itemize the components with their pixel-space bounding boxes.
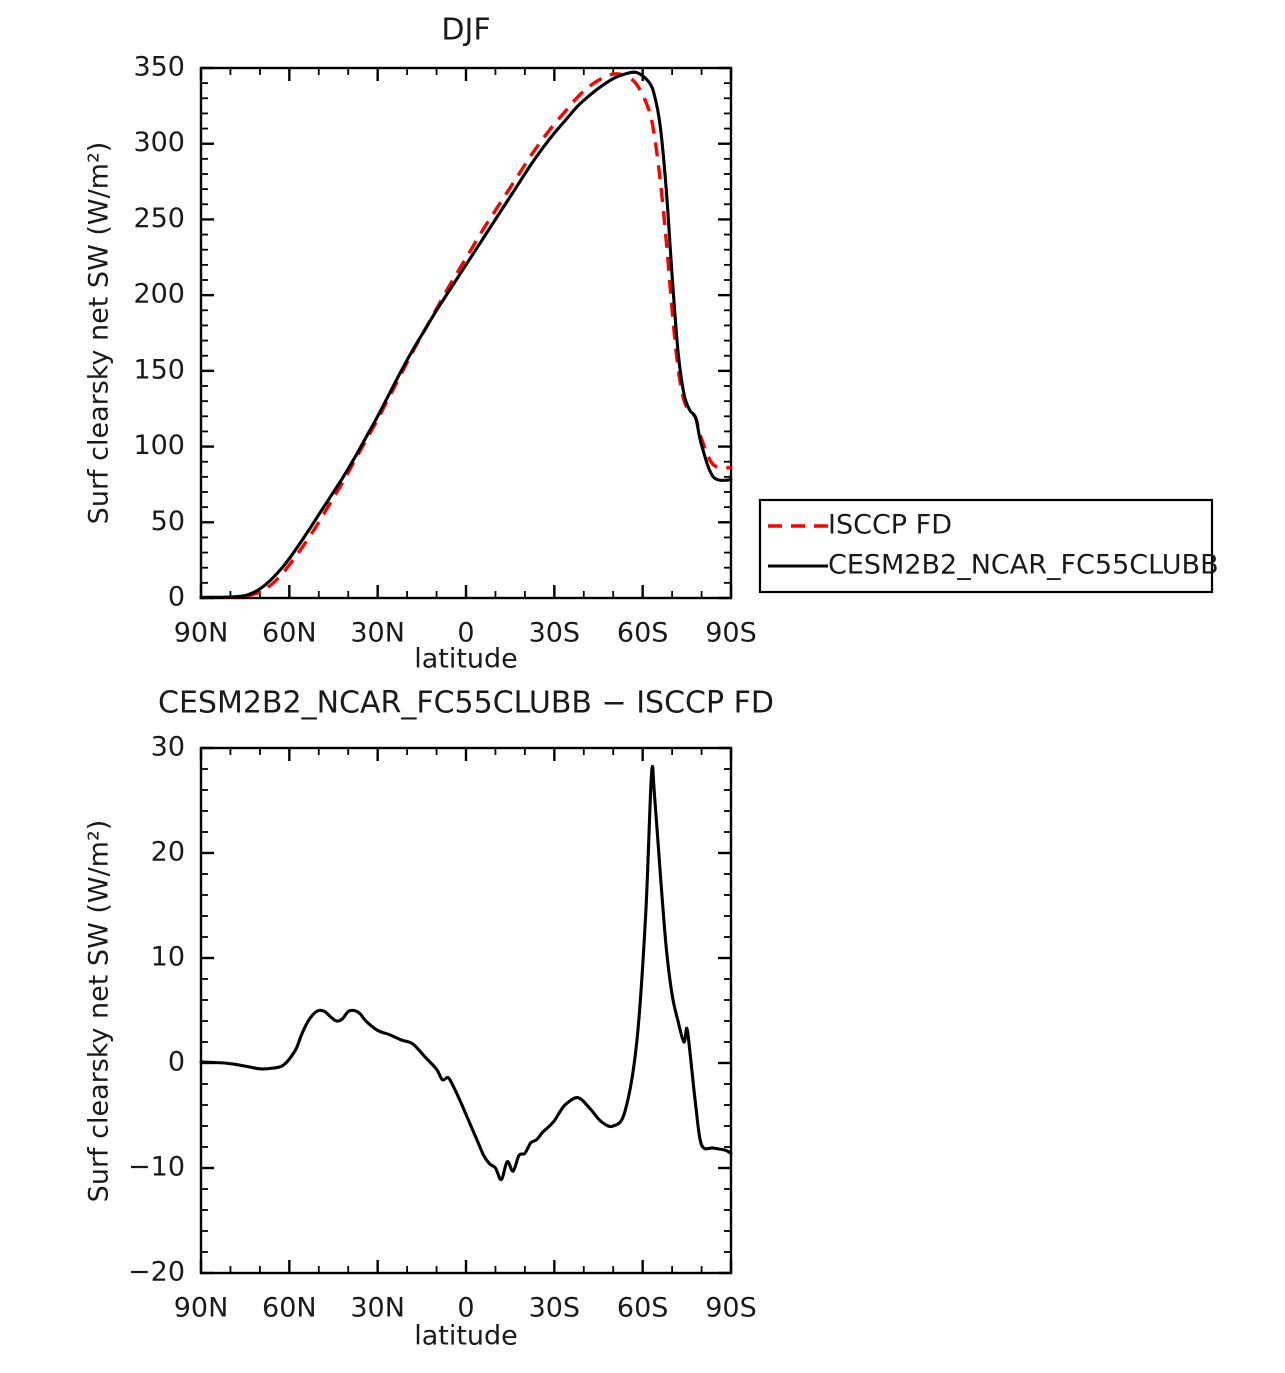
- y-tick-label: 250: [133, 203, 185, 234]
- y-tick-label: 50: [151, 506, 185, 537]
- top-panel-x-axis-label: latitude: [414, 644, 518, 675]
- y-tick-label: 100: [133, 430, 185, 461]
- x-tick-label: 0: [457, 618, 474, 649]
- x-tick-label: 90S: [705, 1293, 757, 1324]
- y-tick-label: 0: [168, 1047, 185, 1078]
- x-tick-label: 60S: [617, 618, 669, 649]
- plot-frame: [199, 66, 733, 600]
- series-line-solid: [199, 764, 733, 1182]
- y-tick-label: −10: [128, 1152, 185, 1183]
- bottom-panel-frame: [199, 746, 733, 1275]
- x-tick-label: 30S: [529, 618, 581, 649]
- series-line-solid: [199, 70, 733, 600]
- y-tick-label: 20: [151, 837, 185, 868]
- top-panel-frame: [199, 66, 733, 600]
- bottom-panel-y-axis-label: Surf clearsky net SW (W/m²): [84, 820, 115, 1203]
- x-tick-label: 60N: [262, 618, 317, 649]
- y-tick-label: 200: [133, 279, 185, 310]
- y-tick-label: 10: [151, 942, 185, 973]
- bottom-panel: CESM2B2_NCAR_FC55CLUBB − ISCCP FD Surf c…: [84, 686, 774, 1352]
- x-tick-label: 60N: [262, 1293, 317, 1324]
- legend-box: [758, 498, 1214, 594]
- y-tick-label: 0: [168, 582, 185, 613]
- legend[interactable]: ISCCP FD CESM2B2_NCAR_FC55CLUBB: [758, 498, 1219, 594]
- top-panel-y-axis-label: Surf clearsky net SW (W/m²): [84, 142, 115, 525]
- x-tick-label: 90N: [174, 618, 229, 649]
- x-tick-label: 90N: [174, 1293, 229, 1324]
- top-panel: DJF Surf clearsky net SW (W/m²) latitude…: [84, 13, 757, 675]
- y-tick-label: 350: [133, 52, 185, 83]
- x-tick-label: 30N: [350, 1293, 405, 1324]
- bottom-panel-x-axis-label: latitude: [414, 1321, 518, 1352]
- bottom-panel-title: CESM2B2_NCAR_FC55CLUBB − ISCCP FD: [158, 686, 774, 721]
- x-tick-label: 30S: [529, 1293, 581, 1324]
- top-panel-title: DJF: [441, 13, 490, 48]
- series-line-dashed: [200, 72, 732, 600]
- x-tick-label: 30N: [350, 618, 405, 649]
- bottom-panel-tick-labels: 90N 60N 30N 0 30S 60S 90S −20 −10 0 10 20 30: [128, 732, 757, 1324]
- top-panel-series: [199, 70, 733, 600]
- legend-entry-label[interactable]: ISCCP FD: [828, 510, 952, 541]
- plot-frame: [199, 746, 733, 1275]
- top-panel-ticks: [199, 66, 733, 600]
- bottom-panel-ticks: [199, 746, 733, 1275]
- y-tick-label: 300: [133, 127, 185, 158]
- y-tick-label: 30: [151, 732, 185, 763]
- y-tick-label: −20: [128, 1257, 185, 1288]
- top-panel-tick-labels: 90N 60N 30N 0 30S 60S 90S 0 50 100 150 200 250 300 350: [133, 52, 756, 649]
- legend-entry-label[interactable]: CESM2B2_NCAR_FC55CLUBB: [828, 550, 1219, 581]
- bottom-panel-series: [199, 764, 733, 1182]
- x-tick-label: 90S: [705, 618, 757, 649]
- y-tick-label: 150: [133, 354, 185, 385]
- x-tick-label: 60S: [617, 1293, 669, 1324]
- x-tick-label: 0: [457, 1293, 474, 1324]
